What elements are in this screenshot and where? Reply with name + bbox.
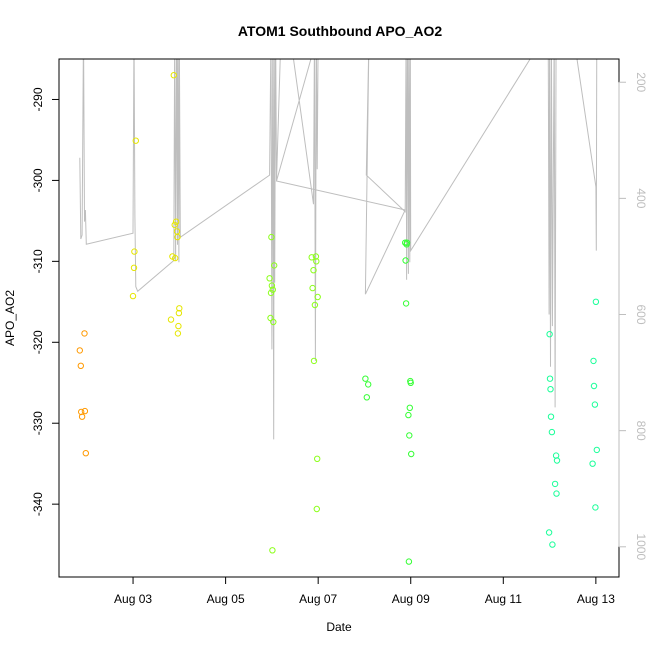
data-point: [406, 404, 413, 411]
data-point: [590, 357, 597, 365]
data-point: [171, 221, 178, 229]
data-point: [310, 267, 317, 274]
data-point: [549, 541, 556, 548]
data-point: [545, 529, 553, 536]
data-point: [269, 286, 276, 293]
x-tick-label: Aug 09: [392, 592, 430, 606]
data-point: [403, 239, 411, 246]
data-point: [170, 72, 178, 79]
data-point: [82, 450, 90, 457]
data-point: [167, 316, 175, 323]
data-point: [76, 347, 84, 354]
data-point: [402, 239, 409, 246]
depth-trace-line: [79, 59, 598, 440]
data-point: [592, 504, 599, 511]
depth-trace-layer: [79, 59, 598, 440]
y-tick-label: -340: [31, 492, 45, 516]
data-point: [270, 318, 277, 326]
data-point: [591, 401, 599, 408]
data-points-layer: [76, 72, 600, 565]
data-point: [132, 137, 140, 144]
x-tick-label: Aug 13: [577, 592, 615, 606]
data-point: [406, 432, 413, 439]
data-point: [546, 375, 554, 382]
data-point: [592, 298, 600, 305]
data-point: [130, 264, 138, 271]
plot-frame: [58, 58, 620, 578]
data-point: [313, 258, 320, 265]
data-point: [553, 490, 560, 497]
secondary-y-tick-label: 200: [634, 72, 648, 92]
data-point: [365, 381, 372, 388]
secondary-y-tick-label: 1000: [634, 533, 648, 560]
data-point: [129, 292, 137, 300]
data-point: [266, 275, 273, 282]
secondary-y-tick-label: 600: [634, 305, 648, 325]
chart-title: ATOM1 Southbound APO_AO2: [238, 23, 443, 39]
data-point: [176, 305, 183, 312]
data-point: [81, 407, 89, 415]
data-point: [172, 254, 179, 262]
data-point: [407, 379, 414, 386]
data-point: [310, 357, 318, 365]
y-tick-label: -300: [31, 168, 45, 192]
data-point: [547, 386, 554, 393]
data-point: [593, 446, 600, 454]
data-point: [81, 330, 88, 337]
data-point: [547, 413, 555, 420]
data-point: [174, 233, 181, 241]
x-tick-label: Aug 07: [299, 592, 337, 606]
data-point: [405, 558, 413, 565]
data-point: [131, 248, 138, 255]
data-point: [402, 300, 410, 307]
data-point: [268, 282, 276, 289]
data-point: [267, 289, 275, 297]
data-point: [363, 394, 370, 401]
data-point: [268, 233, 275, 241]
data-point: [172, 218, 180, 225]
data-point: [313, 505, 320, 513]
y-axis: -290 -300 -310 -320 -330 -340: [31, 87, 60, 516]
data-point: [551, 480, 559, 488]
x-axis: Aug 03 Aug 05 Aug 07 Aug 09 Aug 11 Aug 13: [114, 576, 615, 606]
y-axis-label: APO_AO2: [3, 290, 17, 346]
data-point: [589, 460, 596, 467]
data-point: [408, 450, 415, 458]
x-tick-label: Aug 11: [485, 592, 522, 606]
data-point: [402, 257, 409, 264]
data-point: [78, 413, 86, 420]
data-point: [174, 330, 182, 337]
data-point: [175, 322, 182, 330]
data-point: [271, 262, 278, 269]
y-tick-label: -320: [31, 330, 45, 354]
y-tick-label: -330: [31, 411, 45, 435]
data-point: [548, 428, 556, 436]
data-point: [308, 254, 315, 261]
data-point: [77, 362, 85, 369]
data-point: [312, 253, 320, 260]
x-tick-label: Aug 05: [207, 592, 245, 606]
secondary-y-tick-label: 800: [634, 421, 648, 441]
data-point: [546, 331, 553, 338]
data-point: [362, 375, 369, 382]
data-point: [311, 301, 319, 309]
data-point: [590, 382, 598, 390]
data-point: [314, 293, 321, 301]
data-point: [405, 411, 412, 419]
data-point: [314, 455, 321, 462]
y-tick-label: -290: [31, 87, 45, 111]
data-point: [269, 547, 276, 554]
x-axis-label: Date: [326, 620, 352, 634]
data-point: [175, 309, 183, 317]
y-tick-label: -310: [31, 249, 45, 273]
x-tick-label: Aug 03: [114, 592, 152, 606]
data-point: [309, 284, 316, 292]
secondary-y-tick-label: 400: [634, 188, 648, 208]
data-point: [553, 457, 561, 464]
secondary-y-axis: 200 400 600 800 1000: [618, 72, 648, 560]
